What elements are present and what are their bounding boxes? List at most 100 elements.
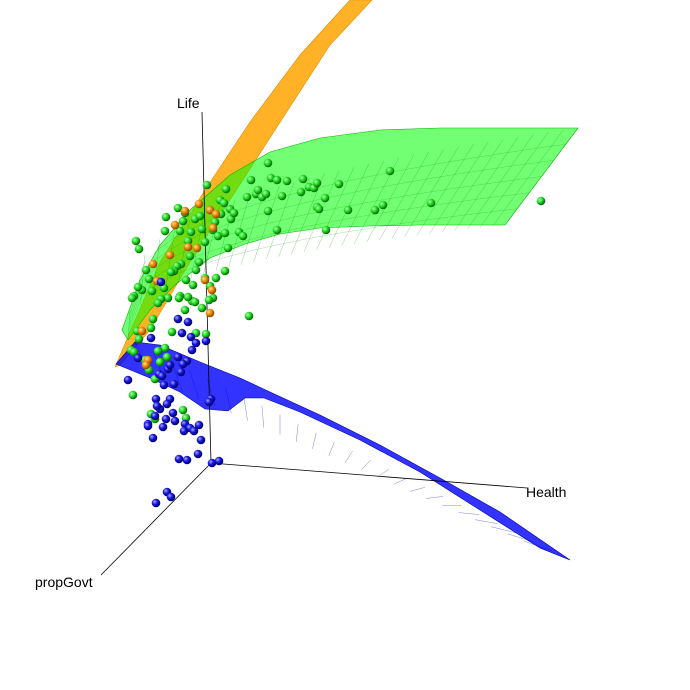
green-data-point: [180, 305, 190, 315]
green-data-point: [253, 185, 263, 195]
mesh-line: [426, 176, 441, 180]
green-data-point: [131, 236, 141, 246]
health-axis-label: Health: [526, 484, 566, 500]
mesh-line: [328, 219, 343, 223]
propgovt-axis-line: [100, 462, 212, 576]
orange-data-point: [165, 250, 175, 260]
orange-data-point: [192, 243, 202, 253]
mesh-line: [539, 160, 554, 163]
green-data-point: [191, 265, 201, 275]
green-data-point: [219, 198, 229, 208]
mesh-line: [523, 540, 552, 552]
blue-data-point: [151, 498, 161, 508]
green-data-point: [178, 405, 188, 415]
blue-data-point: [183, 317, 193, 327]
green-data-point: [195, 211, 205, 221]
green-data-point: [314, 204, 324, 214]
mesh-line: [283, 240, 297, 244]
mesh-line: [158, 238, 174, 249]
blue-data-point: [166, 492, 176, 502]
mesh-line: [245, 202, 261, 208]
mesh-line: [500, 179, 515, 183]
mesh-line: [409, 487, 426, 492]
blue-data-point: [156, 277, 166, 287]
green-data-point: [167, 327, 177, 337]
mesh-line: [426, 496, 444, 499]
mesh-line: [225, 387, 232, 414]
green-data-point: [321, 225, 331, 235]
green-data-point: [263, 206, 273, 216]
green-data-point: [370, 205, 380, 215]
green-data-point: [174, 293, 184, 303]
mesh-line: [393, 478, 407, 485]
mesh-line: [507, 533, 534, 543]
mesh-line: [362, 174, 377, 179]
green-data-point: [197, 224, 207, 234]
blue-data-point: [152, 401, 162, 411]
mesh-line: [511, 163, 526, 167]
mesh-line: [261, 405, 264, 428]
blue-data-point: [157, 371, 167, 381]
mesh-line: [454, 136, 519, 231]
green-data-point: [128, 390, 138, 400]
mesh-line: [348, 229, 362, 232]
green-data-point: [320, 193, 330, 203]
green-data-point: [238, 231, 248, 241]
blue-data-point: [151, 394, 161, 404]
mesh-line: [458, 185, 473, 188]
green-data-point: [144, 274, 154, 284]
green-data-point: [204, 295, 214, 305]
orange-data-point: [200, 275, 210, 285]
green-data-point: [183, 236, 193, 246]
mesh-line: [296, 238, 310, 242]
mesh-line: [260, 198, 276, 204]
green-data-point: [246, 175, 256, 185]
mesh-line: [235, 239, 249, 244]
green-data-point: [175, 226, 185, 236]
data-points: [123, 158, 546, 508]
mesh-line: [405, 166, 421, 170]
mesh-line: [458, 512, 480, 515]
orange-data-point: [180, 206, 190, 216]
mesh-line: [293, 213, 308, 218]
green-data-point: [220, 228, 230, 238]
mesh-line: [127, 309, 131, 341]
mesh-line: [355, 188, 370, 193]
mesh-line: [482, 167, 498, 171]
orange-data-point: [208, 223, 218, 233]
mesh-line: [361, 459, 371, 471]
blue-data-point: [174, 454, 184, 464]
mesh-line: [152, 239, 161, 296]
green-data-point: [223, 243, 233, 253]
mesh-line: [128, 296, 142, 336]
mesh-line: [361, 227, 375, 230]
green-data-point: [134, 244, 144, 254]
orange-data-point: [148, 259, 158, 269]
blue-data-point: [168, 408, 178, 418]
mesh-line: [525, 161, 540, 165]
mesh-line: [284, 203, 300, 208]
mesh-line: [395, 208, 410, 212]
health-axis-line: [210, 462, 528, 489]
mesh-line: [309, 235, 323, 239]
mesh-line: [318, 183, 334, 188]
mesh-line: [417, 191, 432, 195]
green-data-point: [181, 275, 191, 285]
mesh-line: [355, 214, 370, 218]
mesh-line: [390, 195, 405, 199]
blue-data-point: [179, 426, 189, 436]
green-data-point: [160, 226, 170, 236]
blue-data-point: [159, 380, 169, 390]
mesh-line: [374, 225, 388, 228]
green-data-point: [272, 175, 282, 185]
green-data-point: [536, 196, 546, 206]
blue-data-point: [186, 332, 196, 342]
mesh-line: [366, 154, 414, 243]
blue-data-point: [173, 314, 183, 324]
green-data-point: [213, 231, 223, 241]
green-data-point: [197, 303, 207, 313]
green-data-point: [188, 280, 198, 290]
mesh-line: [491, 210, 505, 213]
